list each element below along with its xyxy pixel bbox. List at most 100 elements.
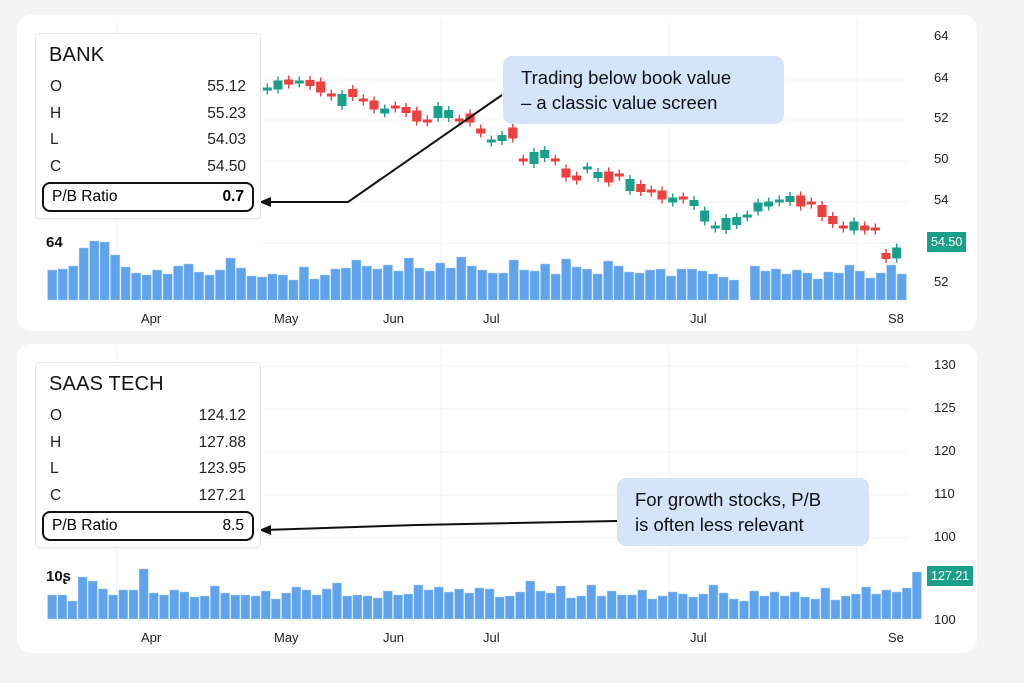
candle (305, 76, 315, 90)
volume-bar (812, 278, 823, 301)
volume-bar (215, 269, 225, 301)
volume-bar (678, 593, 688, 620)
volume-bar (332, 582, 342, 620)
symbol-title: SAAS TECH (49, 373, 164, 395)
volume-bar (413, 584, 424, 620)
volume-bar (729, 598, 739, 620)
volume-bar (912, 571, 922, 620)
x-axis-label: May (274, 630, 299, 645)
volume-bar (393, 270, 404, 301)
volume-bar (423, 589, 434, 620)
volume-bar (760, 270, 771, 301)
candle (604, 167, 614, 187)
volume-bar (47, 594, 57, 620)
y-axis-label: 110 (934, 486, 955, 501)
x-axis-label: May (274, 311, 299, 326)
candle (401, 103, 411, 117)
candle (849, 217, 859, 235)
volume-bar (240, 594, 251, 620)
y-axis-label: 52 (934, 110, 949, 125)
candle (774, 195, 784, 207)
volume-bar (881, 589, 892, 620)
y-axis-label: 64 (934, 70, 949, 85)
volume-bar (769, 591, 780, 620)
volume-scale-label: 10ʂ (46, 568, 72, 585)
candle (422, 115, 432, 127)
volume-bar (271, 598, 281, 620)
candle (817, 201, 827, 221)
volume-bar (194, 271, 204, 301)
volume-bar (759, 595, 770, 620)
candle (742, 210, 752, 222)
volume-bar (141, 274, 152, 301)
volume-bar (902, 587, 912, 620)
candle (625, 175, 635, 195)
volume-bar (545, 592, 556, 620)
volume-bar (627, 594, 637, 620)
candle (785, 192, 795, 206)
volume-bar (525, 580, 536, 620)
volume-bar (647, 598, 658, 620)
saas-candlestick-chart[interactable] (17, 344, 977, 653)
candle (358, 94, 368, 106)
volume-bar (352, 594, 363, 620)
volume-bar (582, 268, 593, 301)
volume-bar (556, 585, 566, 620)
bank-candlestick-chart[interactable] (17, 15, 977, 331)
volume-bar (372, 597, 383, 620)
volume-bar (529, 270, 540, 301)
volume-bar (739, 600, 749, 620)
candle (273, 76, 283, 94)
ohlc-close: C 54.50 (50, 157, 246, 175)
pb-ratio-box: P/B Ratio 8.5 (42, 511, 254, 541)
volume-bar (159, 594, 169, 620)
candle (380, 104, 390, 118)
volume-bar (128, 589, 139, 620)
volume-bar (393, 594, 403, 620)
x-axis-label: Apr (141, 311, 162, 326)
volume-bar (657, 595, 668, 620)
candle (540, 146, 550, 162)
volume-bar (886, 264, 897, 301)
volume-bar (98, 588, 108, 620)
candle (678, 192, 688, 204)
volume-bar (149, 592, 159, 620)
candle (860, 221, 870, 235)
volume-bar (220, 592, 230, 620)
candle (892, 243, 902, 263)
ohlc-close: C 127.21 (50, 486, 246, 504)
last-price-tag: 54.50 (927, 232, 967, 252)
candle (636, 180, 646, 196)
candle (721, 214, 731, 234)
volume-bar (383, 590, 393, 620)
volume-bar (771, 268, 781, 301)
volume-bar (278, 274, 288, 301)
volume-bar (474, 587, 485, 620)
volume-bar (173, 265, 184, 301)
x-axis-label: S8 (888, 311, 904, 326)
volume-bar (645, 269, 655, 301)
y-axis-label: 125 (934, 400, 956, 415)
candle (614, 169, 624, 181)
volume-bar (68, 265, 79, 301)
volume-bar (603, 260, 614, 301)
volume-bar (281, 592, 291, 620)
saas-chart-panel: SAAS TECH O 124.12 H 127.88 L 123.95 C 127.2… (17, 344, 977, 653)
candle (838, 221, 848, 233)
volume-bar (844, 264, 855, 301)
volume-bar (456, 256, 467, 301)
candle (412, 106, 422, 126)
volume-bar (466, 265, 477, 301)
volume-bar (382, 264, 393, 301)
bank-chart-panel: BANK O 55.12 H 55.23 L 54.03 C 54.50 P/B Rat… (17, 15, 977, 331)
y-axis-label: 54 (934, 192, 949, 207)
volume-bar (301, 589, 312, 620)
candle (476, 124, 486, 138)
volume-bar (77, 576, 88, 620)
volume-bar (403, 257, 414, 301)
volume-bar (330, 268, 341, 301)
volume-bar (802, 272, 813, 301)
volume-bar (351, 259, 362, 301)
candle (828, 212, 838, 228)
volume-bar (576, 595, 586, 620)
